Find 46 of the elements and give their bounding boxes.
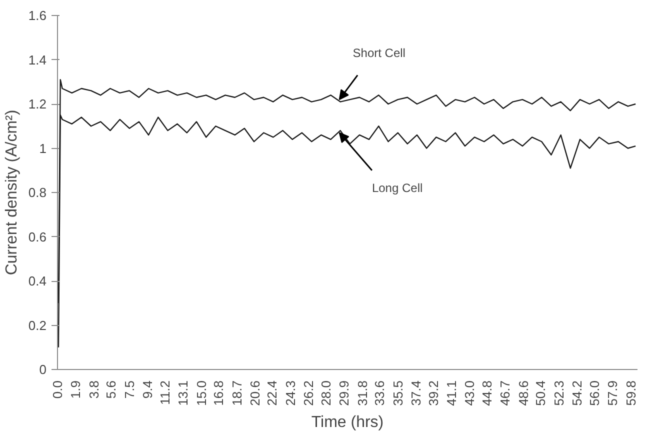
x-tick-label: 56.0	[586, 380, 602, 406]
x-tick-label: 44.8	[479, 380, 494, 406]
y-tick-label: 1.6	[28, 8, 47, 23]
x-tick-label: 59.8	[623, 380, 638, 406]
y-tick-label: 1.2	[28, 96, 47, 112]
x-tick-label: 1.9	[68, 380, 84, 399]
x-tick-label: 18.7	[229, 380, 244, 406]
x-tick-label: 3.8	[86, 380, 102, 399]
x-tick-label: 13.1	[176, 380, 191, 406]
annotation: Long Cell	[372, 181, 423, 196]
x-axis-title: Time (hrs)	[311, 414, 384, 431]
x-tick-label: 15.0	[194, 380, 209, 406]
y-tick-label: 0	[39, 362, 47, 377]
x-tick-label: 28.0	[318, 380, 334, 406]
y-axis-title: Current density (A/cm²)	[3, 110, 20, 276]
x-tick-label: 22.4	[264, 380, 280, 406]
x-tick-label: 37.4	[408, 380, 424, 406]
x-tick-label: 0.0	[50, 380, 65, 399]
x-tick-label: 54.2	[570, 380, 585, 406]
x-tick-label: 16.8	[211, 380, 226, 406]
y-tick-label: 0.6	[28, 229, 47, 244]
y-tick-label: 1	[39, 140, 47, 156]
x-tick-label: 29.9	[336, 380, 352, 406]
annotation: Short Cell	[352, 46, 406, 60]
x-tick-label: 7.5	[122, 380, 137, 399]
x-tick-label: 50.4	[533, 380, 548, 406]
y-tick-label: 0.8	[28, 185, 47, 200]
x-tick-label: 20.6	[247, 380, 262, 406]
x-tick-label: 43.0	[462, 380, 478, 406]
y-tick-label: 0.4	[28, 274, 47, 288]
y-tick-label: 1.4	[28, 52, 47, 68]
x-tick-label: 26.2	[301, 380, 316, 406]
x-tick-label: 9.4	[140, 380, 156, 399]
x-tick-label: 5.6	[104, 380, 119, 399]
x-tick-label: 24.3	[282, 380, 298, 406]
x-tick-label: 33.6	[372, 380, 388, 406]
x-tick-label: 48.6	[516, 380, 531, 406]
x-tick-label: 39.2	[426, 380, 441, 406]
x-tick-label: 46.7	[498, 380, 513, 406]
x-tick-label: 52.3	[551, 380, 566, 406]
x-tick-label: 57.9	[605, 380, 620, 406]
x-tick-label: 11.2	[157, 380, 172, 405]
x-tick-label: 41.1	[444, 380, 460, 406]
x-tick-label: 31.8	[354, 380, 370, 406]
x-tick-label: 35.5	[390, 380, 406, 406]
y-tick-label: 0.2	[28, 318, 47, 333]
